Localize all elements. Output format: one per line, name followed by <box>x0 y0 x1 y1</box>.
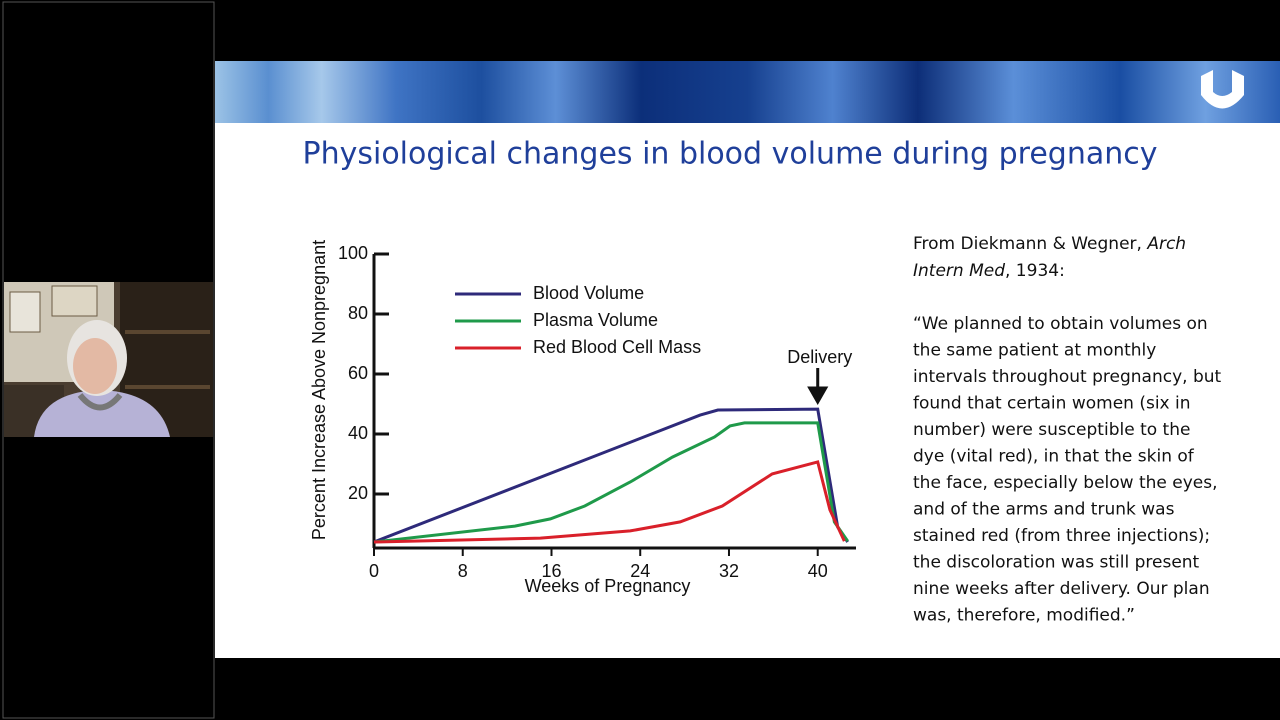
x-tick-label: 32 <box>719 561 739 581</box>
citation: From Diekmann & Wegner, Arch <box>913 234 1186 254</box>
slide-banner <box>215 61 1280 123</box>
quote-line: found that certain women (six in <box>913 394 1191 414</box>
quote-line: and of the arms and trunk was <box>913 500 1175 520</box>
x-tick-label: 16 <box>541 561 561 581</box>
chart: 20 40 60 80 100 0 8 16 24 32 40 Weeks of Pregnancy P… <box>309 240 856 596</box>
x-tick-label: 24 <box>630 561 650 581</box>
quote-line: intervals throughout pregnancy, but <box>913 367 1222 387</box>
citation-year: , 1934: <box>1005 261 1065 281</box>
webcam-video <box>4 282 213 437</box>
x-tick-label: 40 <box>808 561 828 581</box>
logo <box>1201 70 1244 109</box>
y-tick-label: 80 <box>348 303 368 323</box>
quote-line: the same patient at monthly <box>913 341 1156 361</box>
x-axis-label: Weeks of Pregnancy <box>525 576 691 596</box>
citation: Intern Med, 1934: <box>913 261 1065 281</box>
x-tick-label: 0 <box>369 561 379 581</box>
x-tick-label: 8 <box>458 561 468 581</box>
quote-line: “We planned to obtain volumes on <box>913 314 1208 334</box>
quote-line: the discoloration was still present <box>913 553 1200 573</box>
series-line <box>373 421 849 544</box>
citation-journal: Intern Med <box>913 261 1005 281</box>
legend-label: Plasma Volume <box>533 310 658 330</box>
y-tick-label: 40 <box>348 423 368 443</box>
slide <box>215 61 1280 658</box>
citation-journal: Arch <box>1146 234 1186 254</box>
y-tick-label: 20 <box>348 483 368 503</box>
legend-label: Blood Volume <box>533 283 644 303</box>
quote-line: number) were susceptible to the <box>913 420 1190 440</box>
quote-line: stained red (from three injections); <box>913 526 1210 546</box>
annotation: Delivery <box>787 347 852 367</box>
quote-line: the face, especially below the eyes, <box>913 473 1218 493</box>
quote-line: was, therefore, modified.” <box>913 606 1135 626</box>
quote-line: nine weeks after delivery. Our plan <box>913 579 1210 599</box>
citation-lead: From Diekmann & Wegner, <box>913 234 1142 254</box>
legend-label: Red Blood Cell Mass <box>533 337 701 357</box>
y-tick-label: 100 <box>338 243 368 263</box>
slide-title: Physiological changes in blood volume du… <box>303 137 1158 172</box>
annotation-arrow <box>807 368 829 406</box>
quote-line: dye (vital red), in that the skin of <box>913 447 1195 467</box>
y-tick-label: 60 <box>348 363 368 383</box>
y-axis-label: Percent Increase Above Nonpregnant <box>309 240 329 540</box>
series-line <box>373 460 846 544</box>
quote: “We planned to obtain volumes on the same… <box>913 314 1222 626</box>
